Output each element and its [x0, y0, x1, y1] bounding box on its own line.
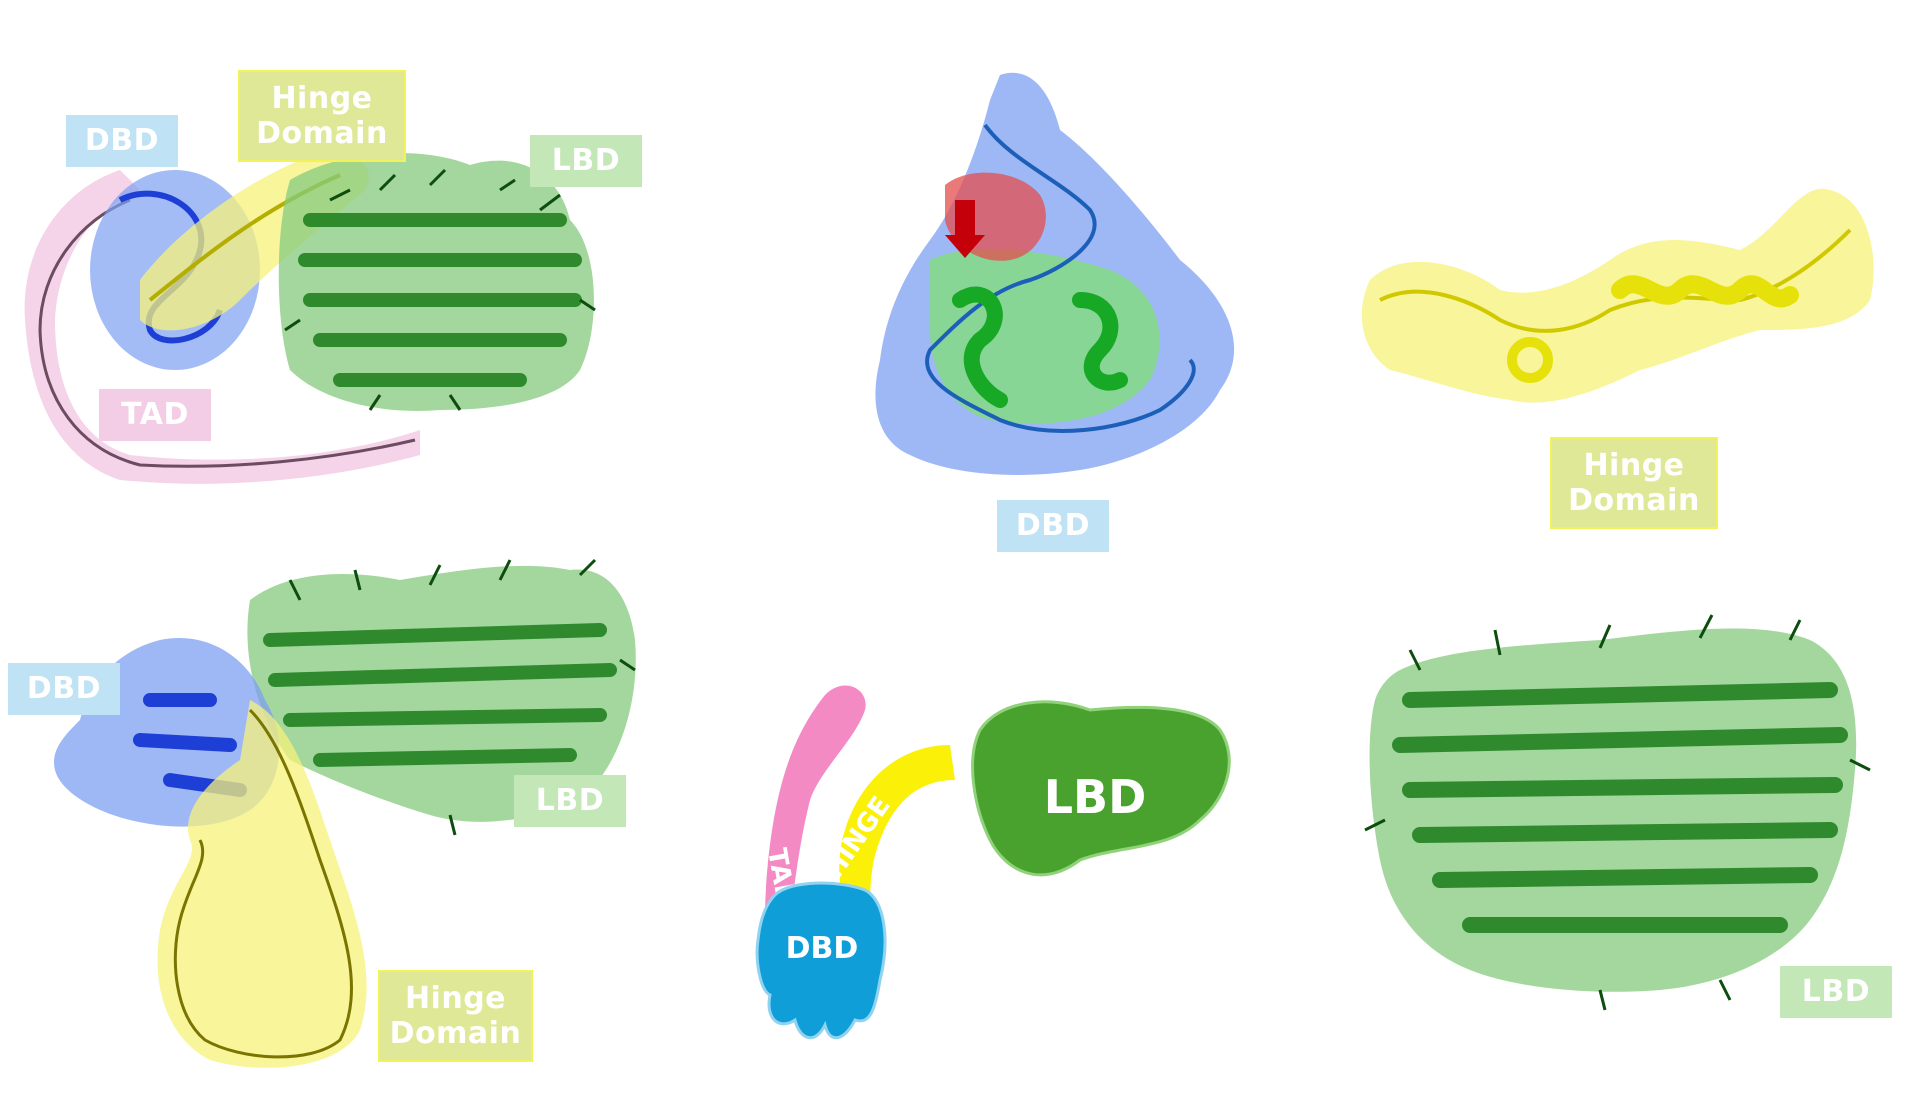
dbd-detail-label: DBD	[997, 500, 1109, 552]
hinge-loop-surface-bottom	[157, 700, 367, 1068]
bottom-full-lbd-label: LBD	[514, 775, 626, 827]
tad-surface	[24, 170, 420, 484]
schematic-tad-shape	[765, 685, 866, 920]
lbd-surface-top	[278, 153, 594, 411]
hinge-detail-label: Hinge Domain	[1550, 437, 1718, 529]
top-full-lbd-label: LBD	[530, 135, 642, 187]
lbd-detail-surface	[1369, 628, 1857, 992]
top-full-hinge-label: Hinge Domain	[238, 70, 406, 162]
hinge-detail-chain	[1379, 228, 1852, 333]
lbd-sidechains-top	[284, 168, 596, 411]
hinge-detail-coil	[1507, 337, 1553, 383]
lbd-helices-top	[298, 213, 582, 387]
full-structure-top-panel	[24, 153, 596, 484]
tad-chain	[38, 198, 416, 468]
lbd-detail-helices	[1392, 682, 1848, 933]
dbd-detail-panel	[875, 72, 1235, 475]
hinge-loop-chain-bottom	[173, 708, 353, 1059]
lbd-detail-sidechains	[1364, 614, 1871, 1011]
lbd-helices-bottom	[263, 623, 617, 767]
dbd-detail-helix-2	[1072, 292, 1128, 391]
schematic-panel: TAD HINGE LBD DBD	[755, 685, 1231, 1039]
top-full-tad-label: TAD	[99, 389, 211, 441]
bottom-full-hinge-label: Hinge Domain	[378, 970, 533, 1062]
schematic-lbd-label: LBD	[1044, 770, 1147, 824]
hinge-detail-panel	[1361, 188, 1874, 403]
lbd-detail-label: LBD	[1780, 966, 1892, 1018]
dbd-detail-red-arrow	[945, 200, 985, 258]
schematic-hinge-shape	[839, 745, 955, 915]
schematic-dbd-shape	[755, 881, 887, 1039]
dbd-detail-backbone	[925, 123, 1196, 433]
schematic-dbd-label: DBD	[786, 931, 859, 966]
top-full-dbd-label: DBD	[66, 115, 178, 167]
lbd-detail-panel	[1364, 614, 1871, 1011]
bottom-full-dbd-label: DBD	[8, 663, 120, 715]
hinge-detail-helix	[1611, 275, 1799, 308]
schematic-lbd-shape	[971, 700, 1231, 877]
dbd-detail-helix-1	[952, 286, 1008, 408]
